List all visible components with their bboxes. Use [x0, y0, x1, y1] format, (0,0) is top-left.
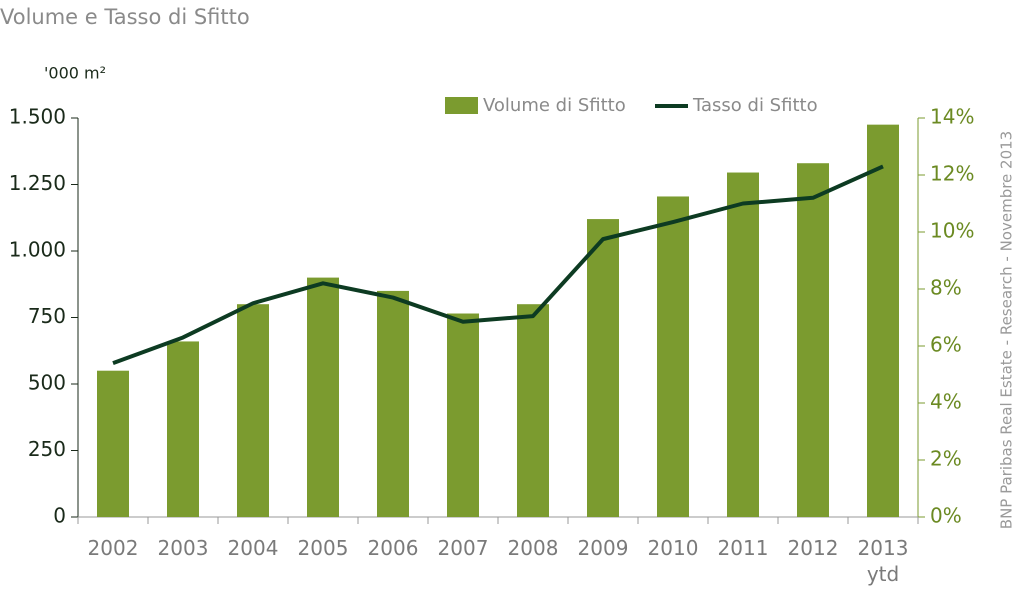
y2-tick-label: 2% — [930, 447, 962, 471]
bar — [307, 277, 339, 517]
x-tick-label: 2002 — [87, 536, 139, 560]
x-tick-label: 2006 — [367, 536, 419, 560]
x-tick-label: 2009 — [577, 536, 629, 560]
y-tick-label: 1.500 — [9, 105, 66, 129]
x-tick-label: 2012 — [787, 536, 839, 560]
bar — [727, 172, 759, 517]
bar — [867, 124, 899, 518]
bar — [657, 196, 689, 517]
legend-label: Volume di Sfitto — [483, 95, 626, 116]
y2-tick-label: 6% — [930, 333, 962, 357]
source-note: BNP Paribas Real Estate - Research - Nov… — [998, 131, 1016, 529]
y2-tick-label: 4% — [930, 390, 962, 414]
x-tick-label: 2011 — [717, 536, 769, 560]
x-tick-label: 2005 — [297, 536, 349, 560]
x-tick-label: 2008 — [507, 536, 559, 560]
bar — [167, 341, 199, 517]
legend-swatch — [445, 97, 478, 114]
y-tick-label: 1.000 — [9, 238, 66, 262]
x-tick-label: 2004 — [227, 536, 279, 560]
x-tick-label: 2013 ytd — [857, 536, 909, 586]
y-axis-label: '000 m² — [44, 64, 106, 83]
bar — [517, 304, 549, 517]
y2-tick-label: 14% — [930, 105, 974, 129]
x-tick-label: 2003 — [157, 536, 209, 560]
y2-tick-label: 0% — [930, 504, 962, 528]
x-tick-label: 2007 — [437, 536, 489, 560]
y2-tick-label: 12% — [930, 162, 974, 186]
bar — [797, 163, 829, 517]
bar — [377, 290, 409, 517]
bar — [237, 304, 269, 517]
y-tick-label: 750 — [28, 304, 66, 328]
chart-title: Volume e Tasso di Sfitto — [0, 5, 250, 29]
y2-tick-label: 10% — [930, 219, 974, 243]
y-tick-label: 0 — [53, 504, 66, 528]
bar — [97, 370, 129, 517]
y-tick-label: 250 — [28, 437, 66, 461]
line — [112, 164, 884, 365]
y2-tick-label: 8% — [930, 276, 962, 300]
y-tick-label: 1.250 — [9, 171, 66, 195]
x-tick-label: 2010 — [647, 536, 699, 560]
legend-label: Tasso di Sfitto — [692, 95, 818, 116]
bar — [587, 219, 619, 517]
bar — [447, 313, 479, 517]
y-tick-label: 500 — [28, 371, 66, 395]
